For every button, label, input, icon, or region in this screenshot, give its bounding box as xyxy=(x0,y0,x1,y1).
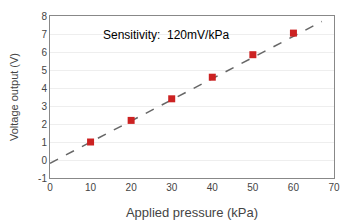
svg-text:3: 3 xyxy=(41,101,47,112)
svg-text:2: 2 xyxy=(41,119,47,130)
svg-text:-1: -1 xyxy=(38,173,47,184)
svg-text:8: 8 xyxy=(41,11,47,22)
svg-text:1: 1 xyxy=(41,137,47,148)
svg-text:4: 4 xyxy=(41,83,47,94)
svg-text:0: 0 xyxy=(47,182,53,193)
svg-text:7: 7 xyxy=(41,29,47,40)
svg-text:70: 70 xyxy=(328,182,340,193)
svg-text:50: 50 xyxy=(247,182,259,193)
svg-text:60: 60 xyxy=(288,182,300,193)
svg-text:0: 0 xyxy=(41,155,47,166)
svg-text:5: 5 xyxy=(41,65,47,76)
svg-text:Applied pressure (kPa): Applied pressure (kPa) xyxy=(126,205,258,220)
svg-text:30: 30 xyxy=(166,182,178,193)
svg-text:6: 6 xyxy=(41,47,47,58)
svg-text:40: 40 xyxy=(207,182,219,193)
svg-text:10: 10 xyxy=(85,182,97,193)
svg-text:Voltage output (V): Voltage output (V) xyxy=(8,53,20,141)
svg-text:Sensitivity: 120mV/kPa: Sensitivity: 120mV/kPa xyxy=(103,28,229,42)
svg-text:20: 20 xyxy=(126,182,138,193)
